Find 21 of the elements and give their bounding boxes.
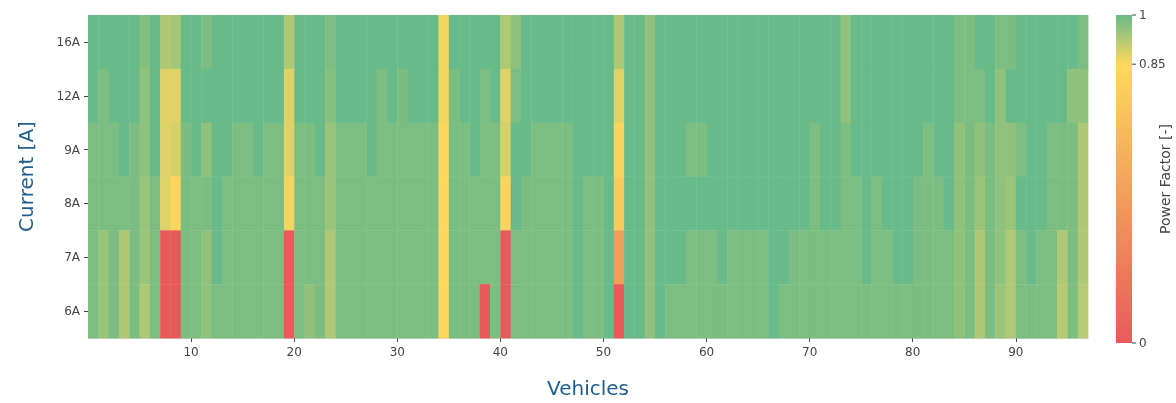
x-tick-label: 70 <box>802 345 818 359</box>
x-axis-title: Vehicles <box>547 376 629 400</box>
y-tick-label: 12A <box>56 88 81 103</box>
x-tick-label: 30 <box>389 345 405 359</box>
y-tick-label: 7A <box>64 250 81 265</box>
y-axis-title: Current [A] <box>14 121 38 232</box>
y-tick-label: 16A <box>56 34 81 49</box>
color-bar-label: 1 <box>1139 8 1147 22</box>
x-tick-label: 40 <box>492 345 509 359</box>
x-tick-label: 90 <box>1008 345 1024 359</box>
color-bar-label: 0.85 <box>1139 57 1166 72</box>
x-tick-label: 20 <box>286 345 302 359</box>
x-tick-label: 50 <box>595 345 612 359</box>
x-tick-label: 80 <box>905 345 921 359</box>
y-tick-label: 6A <box>64 304 81 319</box>
x-tick-label: 60 <box>698 345 715 359</box>
color-bar-label: 0 <box>1139 336 1147 350</box>
x-tick-label: 10 <box>183 345 199 359</box>
y-tick-label: 8A <box>64 196 81 211</box>
color-bar-title: Power Factor [-] <box>1157 123 1173 235</box>
y-tick-label: 9A <box>64 142 81 157</box>
